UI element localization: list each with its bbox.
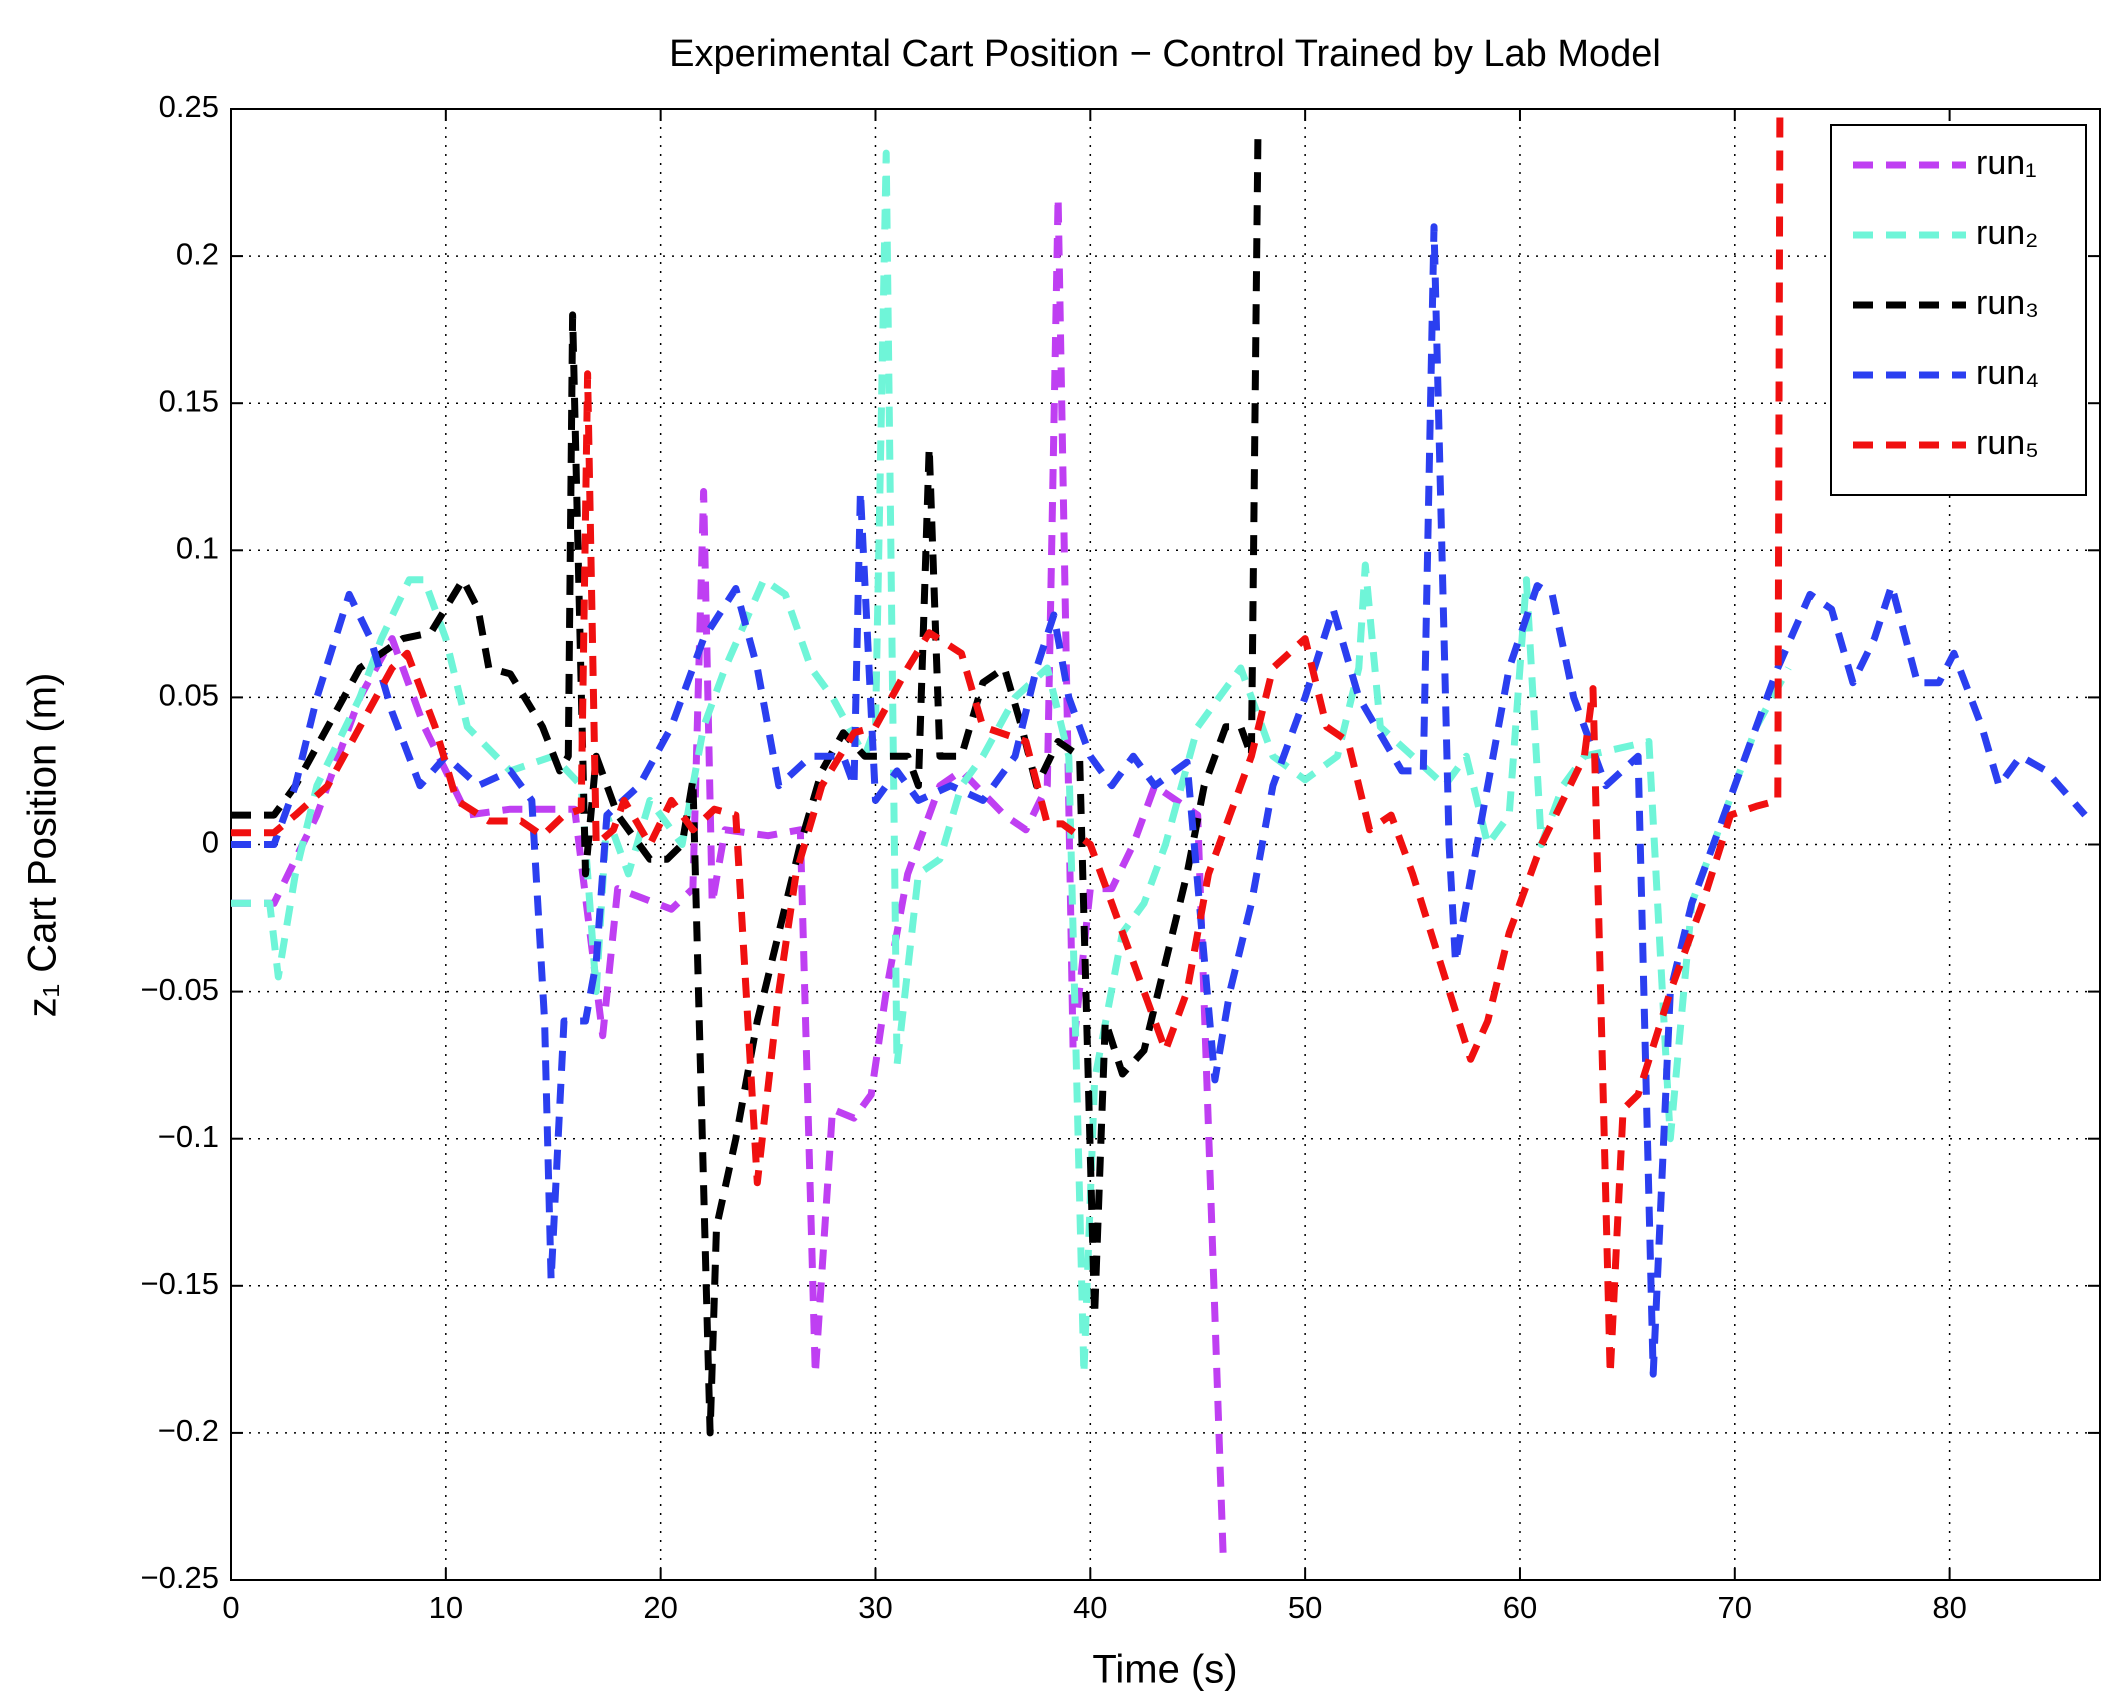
y-tick-label: 0 xyxy=(202,825,219,860)
y-tick-label: −0.05 xyxy=(141,972,219,1007)
series-line xyxy=(231,223,2088,1378)
x-tick-label: 30 xyxy=(858,1590,892,1625)
x-tick-label: 60 xyxy=(1503,1590,1537,1625)
y-tick-label: −0.25 xyxy=(141,1560,219,1595)
x-tick-label: 80 xyxy=(1932,1590,1966,1625)
x-axis-label: Time (s) xyxy=(1092,1648,1237,1692)
x-tick-label: 20 xyxy=(643,1590,677,1625)
y-axis-label: z₁ Cart Position (m) xyxy=(21,673,65,1018)
legend-label: run₄ xyxy=(1976,354,2039,392)
y-tick-label: 0.05 xyxy=(159,678,219,713)
x-tick-label: 10 xyxy=(429,1590,463,1625)
y-tick-label: −0.1 xyxy=(158,1119,219,1154)
y-tick-label: −0.15 xyxy=(141,1266,219,1301)
chart-title: Experimental Cart Position − Control Tra… xyxy=(669,33,1661,75)
x-tick-label: 50 xyxy=(1288,1590,1322,1625)
y-tick-label: 0.15 xyxy=(159,383,219,418)
legend-box xyxy=(1830,124,2087,496)
y-tick-label: 0.25 xyxy=(159,89,219,124)
legend-label: run₃ xyxy=(1976,284,2039,322)
legend-label: run₂ xyxy=(1976,214,2038,252)
series-line xyxy=(231,149,1792,1378)
y-tick-label: 0.2 xyxy=(176,236,219,271)
y-tick-label: 0.1 xyxy=(176,530,219,565)
legend-label: run₅ xyxy=(1976,424,2039,462)
series-line xyxy=(231,138,1262,1437)
legend-label: run₁ xyxy=(1976,144,2037,182)
y-tick-label: −0.2 xyxy=(158,1413,219,1448)
x-tick-label: 40 xyxy=(1073,1590,1107,1625)
series-line xyxy=(231,108,1784,1378)
x-tick-label: 0 xyxy=(222,1590,239,1625)
x-tick-label: 70 xyxy=(1718,1590,1752,1625)
